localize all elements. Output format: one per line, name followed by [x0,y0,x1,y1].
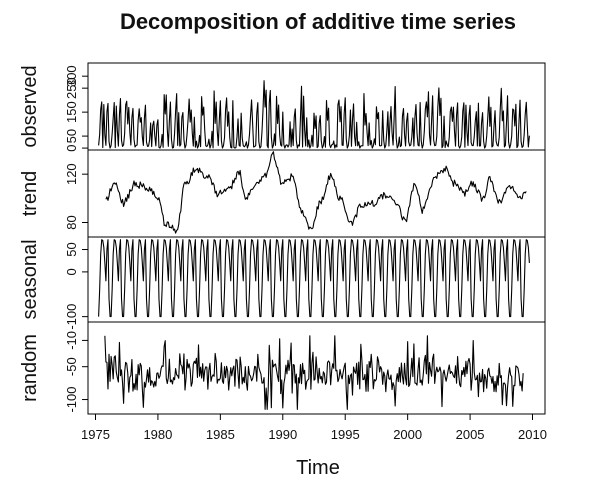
y-tick-label-seasonal: 0 [64,268,79,275]
y-tick-label-seasonal: -100 [64,304,79,330]
y-tick-label-trend: 80 [64,215,79,229]
series-line-observed [98,80,530,149]
x-tick-label: 1990 [268,427,297,442]
y-tick-label-observed: 0 [64,144,79,151]
x-tick-label: 1995 [331,427,360,442]
y-tick-label-observed: 250 [64,77,79,99]
series-line-seasonal [98,239,530,318]
x-tick-label: 1975 [81,427,110,442]
y-tick-label-random: -100 [64,387,79,413]
panel-random: -100 -50 -10 random [19,321,546,415]
x-tick-label: 2000 [393,427,422,442]
x-axis-label: Time [296,457,340,479]
y-tick-label-random: -50 [64,357,79,376]
y-tick-label-seasonal: 50 [64,242,79,256]
x-axis: 1975 1980 1985 1990 1995 2000 2005 2010 [81,413,547,442]
panel-frame-trend [87,149,546,238]
y-tick-label-trend: 120 [64,163,79,185]
y-tick-label-observed: 150 [64,101,79,123]
x-tick-label: 1985 [206,427,235,442]
y-tick-label-random: -10 [64,331,79,350]
series-line-random [104,335,524,410]
panel-label-random: random [19,334,41,402]
panel-seasonal: -100 0 50 seasonal [19,236,546,330]
series-line-trend [105,151,527,234]
x-tick-label: 2005 [456,427,485,442]
y-tick-label-observed: 50 [64,129,79,143]
panel-label-trend: trend [19,171,41,217]
panel-label-seasonal: seasonal [19,239,41,319]
panel-trend: 80 120 trend [19,149,546,238]
chart-title: Decomposition of additive time series [120,9,516,34]
y-tick-label-observed: 300 [64,65,79,87]
x-tick-label: 2010 [518,427,547,442]
x-tick-label: 1980 [143,427,172,442]
chart-panels: 050150250300observed80120trend-100050sea… [19,62,546,415]
panel-label-observed: observed [19,65,41,147]
